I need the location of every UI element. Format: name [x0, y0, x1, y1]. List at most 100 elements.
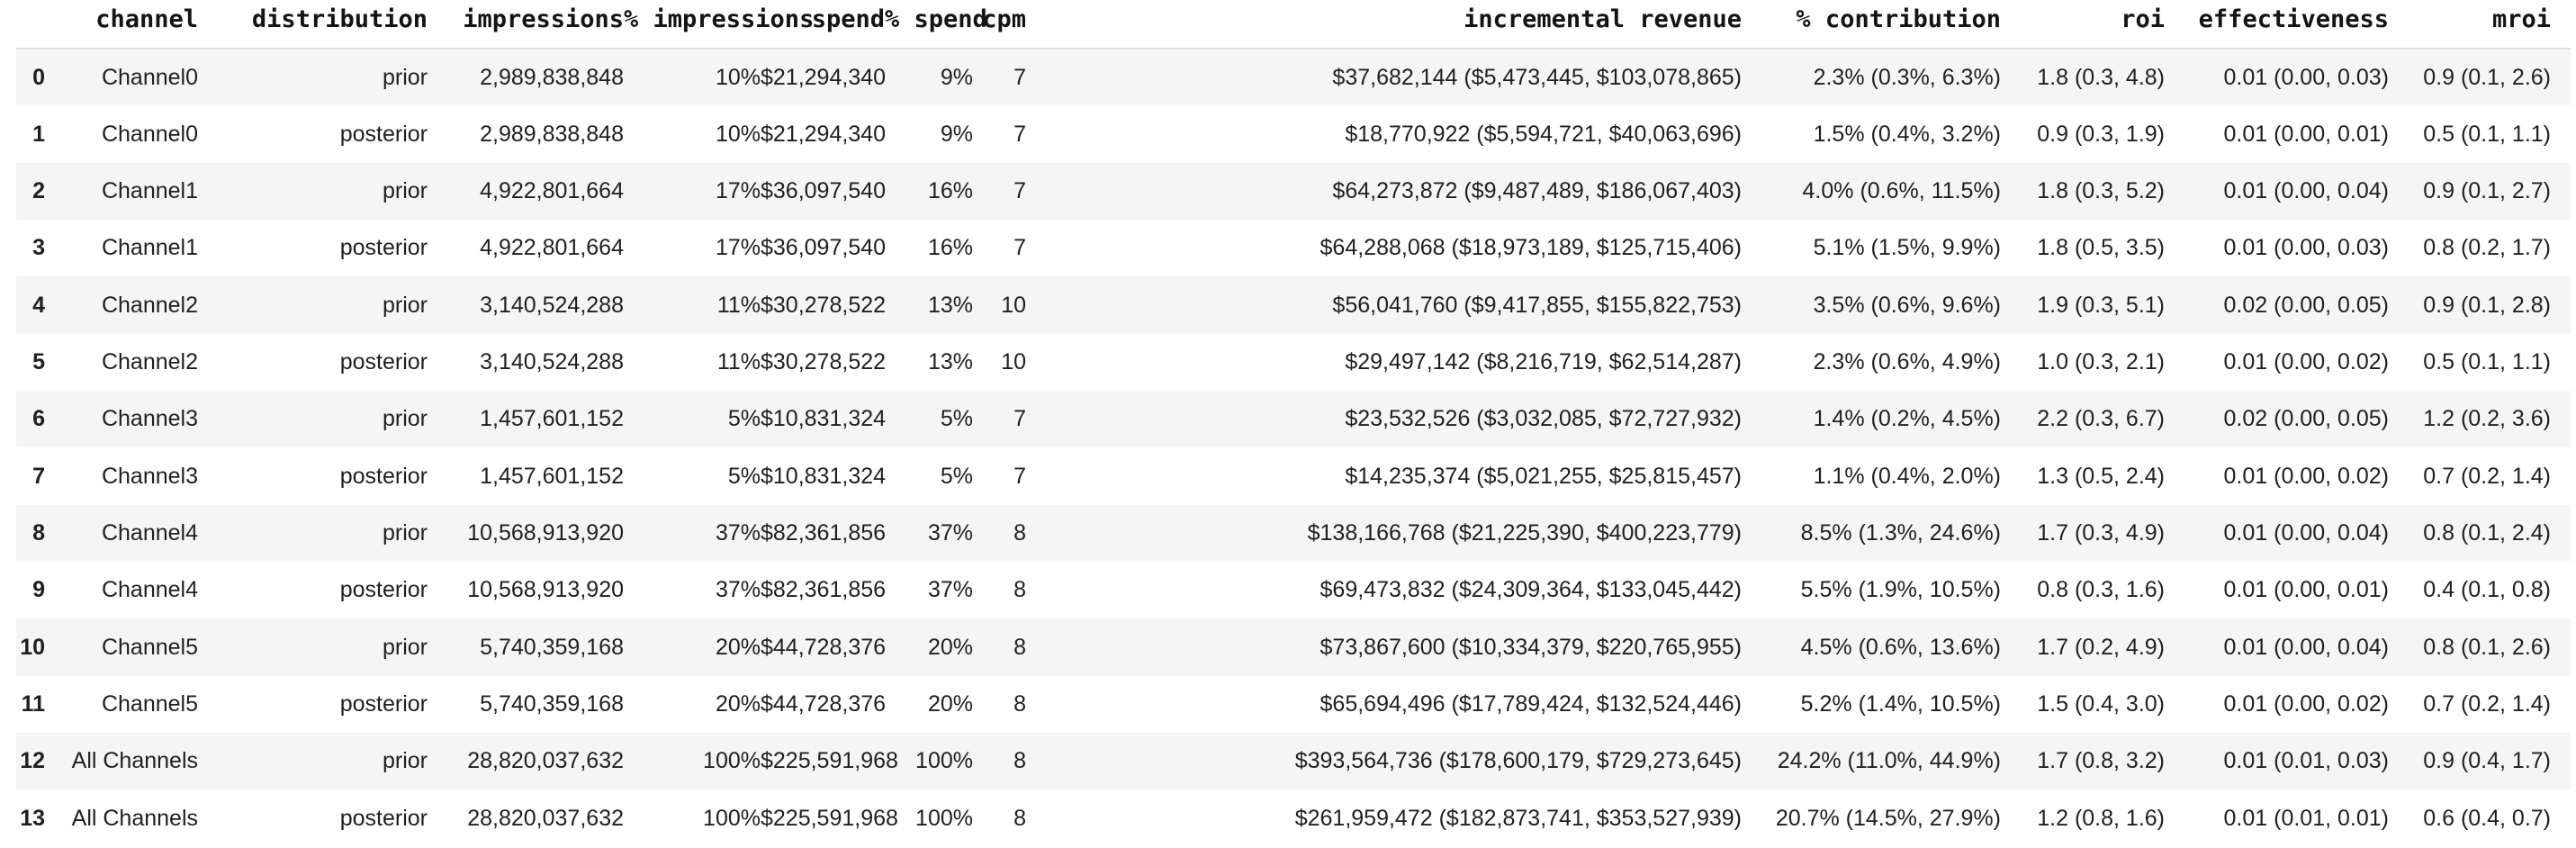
- cell-pct_spend: 20%: [927, 634, 973, 660]
- row-index: 5: [32, 348, 45, 374]
- table-row: 9 Channel4 posterior 10,568,913,920 37% $82,3…: [16, 562, 2571, 618]
- cell-incremental_revenue: $261,959,472 ($182,873,741, $353,527,939…: [1294, 805, 1742, 831]
- cell-channel: Channel1: [101, 177, 198, 203]
- cell-impressions: 28,820,037,632: [467, 805, 624, 831]
- cell-mroi: 0.8 (0.1, 2.6): [2423, 634, 2551, 660]
- cell-roi: 1.5 (0.4, 3.0): [2037, 690, 2165, 717]
- table-row: 1 Channel0 posterior 2,989,838,848 10% $21,29…: [16, 105, 2571, 162]
- row-index: 12: [20, 748, 45, 774]
- table-row: 0 Channel0 prior 2,989,838,848 10% $21,294,34…: [16, 49, 2571, 106]
- cell-impressions: 4,922,801,664: [480, 177, 624, 203]
- cell-spend: $225,591,968: [761, 805, 898, 831]
- cell-roi: 1.2 (0.8, 1.6): [2037, 805, 2165, 831]
- cell-pct_impressions: 37%: [715, 519, 761, 546]
- table-row: 5 Channel2 posterior 3,140,524,288 11% $30,27…: [16, 334, 2571, 391]
- cell-impressions: 10,568,913,920: [467, 577, 624, 603]
- row-index: 11: [21, 690, 45, 717]
- cell-pct_spend: 100%: [915, 805, 973, 831]
- cell-cpm: 8: [1013, 805, 1026, 831]
- cell-roi: 0.9 (0.3, 1.9): [2037, 121, 2165, 147]
- cell-mroi: 1.2 (0.2, 3.6): [2423, 406, 2551, 432]
- cell-pct_spend: 37%: [927, 577, 973, 603]
- cell-pct_impressions: 17%: [715, 177, 761, 203]
- cell-channel: Channel2: [101, 348, 198, 374]
- cell-pct_spend: 9%: [940, 121, 973, 147]
- cell-pct_impressions: 11%: [716, 348, 761, 374]
- cell-distribution: posterior: [339, 463, 428, 489]
- cell-spend: $10,831,324: [761, 406, 887, 432]
- cell-impressions: 1,457,601,152: [480, 463, 624, 489]
- cell-effectiveness: 0.01 (0.00, 0.02): [2223, 348, 2389, 374]
- cell-channel: Channel5: [101, 634, 198, 660]
- cell-cpm: 8: [1013, 577, 1026, 603]
- cell-spend: $82,361,856: [761, 577, 887, 603]
- cell-distribution: prior: [382, 519, 428, 546]
- column-header-channel: channel: [45, 0, 198, 50]
- header-row: channel distribution impressions% impressi…: [16, 0, 2571, 50]
- cell-cpm: 7: [1013, 463, 1026, 489]
- cell-pct_impressions: 100%: [703, 805, 761, 831]
- column-header-mroi: mroi: [2389, 0, 2571, 50]
- cell-spend: $36,097,540: [761, 177, 887, 203]
- cell-spend: $30,278,522: [761, 348, 887, 374]
- cell-pct_contribution: 4.5% (0.6%, 13.6%): [1800, 634, 2001, 660]
- cell-impressions: 3,140,524,288: [480, 348, 624, 374]
- cell-pct_contribution: 5.2% (1.4%, 10.5%): [1800, 690, 2001, 717]
- cell-pct_impressions: 37%: [715, 577, 761, 603]
- summary-table-header: channel distribution impressions% impressi…: [16, 0, 2571, 50]
- cell-cpm: 8: [1013, 634, 1026, 660]
- cell-spend: $30,278,522: [761, 292, 887, 318]
- cell-effectiveness: 0.01 (0.00, 0.01): [2223, 121, 2389, 147]
- cell-effectiveness: 0.01 (0.00, 0.01): [2223, 577, 2389, 603]
- cell-pct_contribution: 8.5% (1.3%, 24.6%): [1800, 519, 2001, 546]
- cell-distribution: posterior: [339, 577, 428, 603]
- cell-pct_impressions: 100%: [703, 748, 761, 774]
- cell-cpm: 8: [1013, 690, 1026, 717]
- index-column-header: [16, 0, 45, 50]
- cell-pct_contribution: 1.1% (0.4%, 2.0%): [1813, 463, 2001, 489]
- cell-pct_contribution: 5.5% (1.9%, 10.5%): [1800, 577, 2001, 603]
- row-index: 13: [20, 805, 45, 831]
- table-row: 4 Channel2 prior 3,140,524,288 11% $30,278,52…: [16, 276, 2571, 334]
- cell-mroi: 0.8 (0.1, 2.4): [2423, 519, 2551, 546]
- cell-mroi: 0.4 (0.1, 0.8): [2423, 577, 2551, 603]
- cell-mroi: 0.9 (0.1, 2.7): [2423, 177, 2551, 203]
- cell-pct_impressions: 11%: [716, 292, 761, 318]
- cell-effectiveness: 0.01 (0.00, 0.04): [2223, 177, 2389, 203]
- column-header-spend: spend: [761, 0, 885, 50]
- cell-cpm: 7: [1013, 64, 1026, 90]
- cell-impressions: 10,568,913,920: [467, 519, 624, 546]
- cell-cpm: 7: [1013, 177, 1026, 203]
- row-index: 7: [32, 463, 45, 489]
- cell-distribution: prior: [382, 634, 428, 660]
- cell-cpm: 8: [1013, 748, 1026, 774]
- cell-roi: 1.8 (0.3, 5.2): [2037, 177, 2165, 203]
- column-header-incremental_revenue: incremental revenue: [1026, 0, 1742, 50]
- table-row: 6 Channel3 prior 1,457,601,152 5% $10,831,324…: [16, 391, 2571, 448]
- cell-pct_spend: 9%: [940, 64, 973, 90]
- cell-impressions: 2,989,838,848: [480, 64, 624, 90]
- cell-distribution: posterior: [339, 690, 428, 717]
- cell-channel: Channel1: [101, 235, 198, 261]
- cell-spend: $10,831,324: [761, 463, 887, 489]
- cell-pct_contribution: 2.3% (0.3%, 6.3%): [1813, 64, 2001, 90]
- cell-mroi: 0.9 (0.1, 2.8): [2423, 292, 2551, 318]
- cell-effectiveness: 0.01 (0.00, 0.04): [2223, 634, 2389, 660]
- cell-channel: All Channels: [71, 805, 198, 831]
- cell-pct_impressions: 5%: [727, 463, 761, 489]
- cell-pct_contribution: 1.5% (0.4%, 3.2%): [1813, 121, 2001, 147]
- cell-cpm: 10: [1001, 348, 1026, 374]
- cell-spend: $21,294,340: [761, 121, 887, 147]
- cell-incremental_revenue: $23,532,526 ($3,032,085, $72,727,932): [1345, 406, 1742, 432]
- cell-incremental_revenue: $393,564,736 ($178,600,179, $729,273,645…: [1294, 748, 1742, 774]
- cell-pct_impressions: 20%: [715, 634, 761, 660]
- cell-pct_spend: 100%: [915, 748, 973, 774]
- cell-spend: $36,097,540: [761, 235, 887, 261]
- cell-effectiveness: 0.02 (0.00, 0.05): [2223, 292, 2389, 318]
- table-row: 2 Channel1 prior 4,922,801,664 17% $36,097,54…: [16, 162, 2571, 221]
- cell-pct_spend: 5%: [940, 463, 973, 489]
- cell-pct_impressions: 17%: [715, 235, 761, 261]
- row-index: 10: [20, 634, 45, 660]
- row-index: 6: [32, 406, 45, 432]
- cell-pct_contribution: 5.1% (1.5%, 9.9%): [1813, 235, 2001, 261]
